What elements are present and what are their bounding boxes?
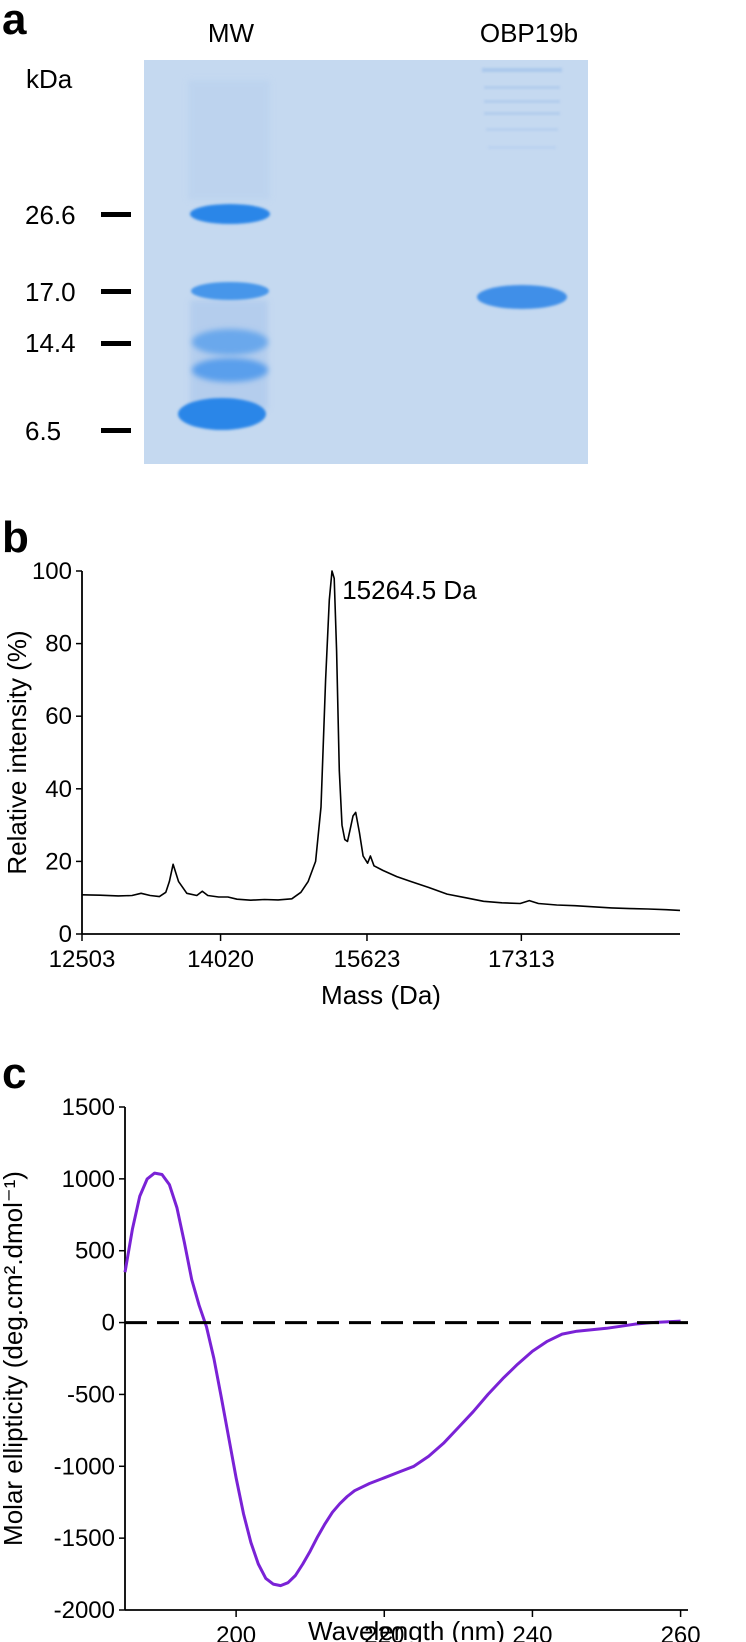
series-line-0	[81, 570, 681, 912]
marker-label-6-5: 6.5	[25, 416, 61, 446]
panel-c: c -2000 -1500 -1000 -500 0 500 1000 1500 200 220 2…	[0, 1049, 701, 1642]
series-line-0	[123, 1171, 681, 1588]
x-tick-label: 14020	[187, 946, 254, 973]
y-tick-label: 60	[45, 703, 72, 730]
marker-tick-17-0	[101, 289, 131, 294]
marker-tick-6-5	[101, 428, 131, 433]
y-tick-label: 1500	[62, 1094, 115, 1121]
x-tick-label: 200	[216, 1622, 256, 1642]
y-tick-label: -1500	[54, 1525, 115, 1552]
obp19b-band	[477, 285, 567, 309]
y-tick-label: 1000	[62, 1166, 115, 1193]
y-tick-label: 0	[102, 1310, 115, 1337]
marker-tick-14-4	[101, 341, 131, 346]
x-axis-label: Mass (Da)	[321, 980, 441, 1010]
peak-annotation: 15264.5 Da	[342, 575, 477, 605]
y-tick-label: 80	[45, 631, 72, 658]
x-tick-label: 12503	[49, 946, 116, 973]
y-tick-label: 0	[59, 921, 72, 948]
panel-b: b 0 20 40 60 80 100 12503 14020 15623 17313 Mass (…	[2, 513, 681, 1010]
panel-label-a: a	[2, 0, 27, 44]
mw-band-6-5	[178, 398, 266, 430]
x-tick-label: 17313	[488, 946, 555, 973]
y-tick-label: 100	[32, 558, 72, 585]
panel-label-b: b	[2, 513, 29, 562]
chart-c: -2000 -1500 -1000 -500 0 500 1000 1500 200 220 240…	[0, 1094, 701, 1642]
lane-label-mw: MW	[208, 18, 255, 48]
gel-unit-label: kDa	[26, 64, 73, 94]
marker-label-14-4: 14.4	[25, 328, 76, 358]
x-tick-label: 15623	[334, 946, 401, 973]
x-axis-label: Wavelength (nm)	[308, 1616, 505, 1642]
panel-label-c: c	[2, 1049, 26, 1098]
y-tick-label: 500	[75, 1238, 115, 1265]
x-tick-label: 240	[512, 1622, 552, 1642]
chart-b: 0 20 40 60 80 100 12503 14020 15623 17313 Mass (Da…	[2, 558, 681, 1010]
y-tick-label: -500	[67, 1381, 115, 1408]
mw-band-26-6	[190, 204, 270, 224]
mw-band-14-4	[192, 329, 268, 355]
marker-label-17-0: 17.0	[25, 277, 76, 307]
mw-band-10	[192, 358, 268, 382]
marker-tick-26-6	[101, 212, 131, 217]
panel-a: a MW OBP19b kDa 26.6	[2, 0, 588, 464]
y-axis-label: Relative intensity (%)	[2, 630, 32, 874]
y-tick-label: -1000	[54, 1453, 115, 1480]
y-tick-label: 40	[45, 776, 72, 803]
lane-label-obp19b: OBP19b	[480, 18, 578, 48]
x-tick-label: 260	[661, 1622, 701, 1642]
x-tick-label: 220	[364, 1622, 404, 1642]
y-tick-label: -2000	[54, 1597, 115, 1624]
mw-band-17-0	[191, 282, 269, 300]
y-axis-label: Molar ellipticity (deg.cm².dmol⁻¹)	[0, 1171, 28, 1546]
marker-label-26-6: 26.6	[25, 200, 76, 230]
y-tick-label: 20	[45, 848, 72, 875]
